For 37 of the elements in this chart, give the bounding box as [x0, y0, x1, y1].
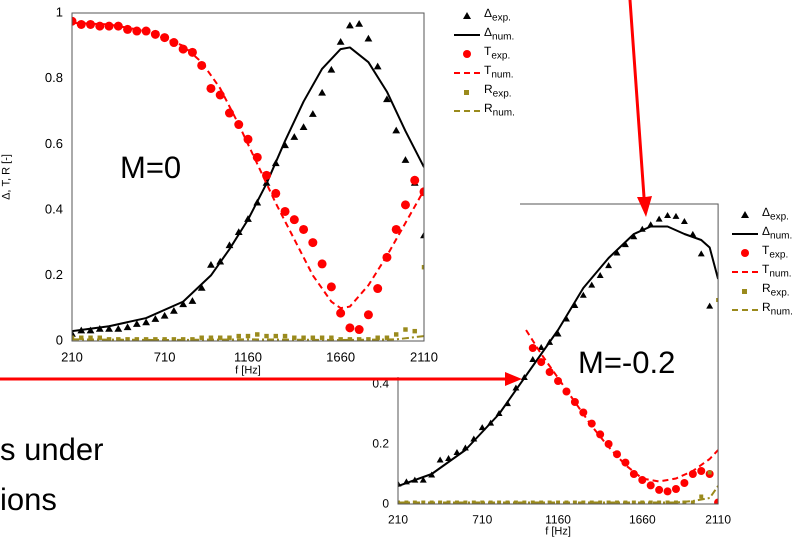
annotation: M=0 [120, 150, 182, 186]
legend-label: R$_{exp.}$ [484, 82, 512, 102]
y-tick-label: 0 [56, 332, 63, 348]
x-tick-label: 1660 [628, 512, 656, 527]
x-tick-label: 2110 [410, 349, 438, 364]
legend-label: T$_{exp.}$ [484, 44, 510, 64]
x-tick-label: 210 [388, 512, 408, 527]
x-tick-label: 710 [154, 349, 176, 364]
x-tick-label: 1160 [234, 349, 262, 364]
x-axis-title: f [Hz] [545, 525, 571, 538]
legend-label: Δ$_{num.}$ [762, 224, 792, 244]
y-axis-title: Δ, T, R [-] [0, 154, 13, 200]
x-tick-label: 210 [61, 349, 83, 364]
text: ions [0, 482, 57, 518]
x-tick-label: 2110 [705, 512, 732, 527]
y-tick-label: 0 [382, 496, 390, 510]
legend-label: R$_{num.}$ [484, 100, 515, 120]
legend-label: R$_{num.}$ [762, 300, 793, 320]
legend-label: Δ$_{exp.}$ [762, 204, 789, 224]
y-tick-label: 0.8 [44, 70, 63, 86]
legend-label: Δ$_{num.}$ [484, 24, 514, 44]
x-tick-label: 1660 [326, 349, 356, 364]
legend-label: T$_{exp.}$ [762, 242, 788, 262]
text: s under [0, 432, 104, 468]
x-tick-label: 1160 [545, 512, 572, 527]
legend-label: T$_{num.}$ [762, 262, 792, 282]
legend-label: T$_{num.}$ [484, 62, 514, 82]
y-tick-label: 0.6 [44, 136, 63, 151]
y-tick-label: 1 [56, 4, 63, 20]
x-tick-label: 710 [472, 512, 493, 527]
annotation: M=-0.2 [578, 345, 676, 381]
legend-label: R$_{exp.}$ [762, 280, 790, 300]
legend-label: Δ$_{exp.}$ [484, 6, 511, 26]
y-tick-label: 0.2 [44, 266, 63, 282]
y-tick-label: 0.4 [44, 201, 63, 216]
x-axis-title: f [Hz] [235, 364, 261, 376]
y-tick-label: 0.2 [372, 436, 390, 450]
